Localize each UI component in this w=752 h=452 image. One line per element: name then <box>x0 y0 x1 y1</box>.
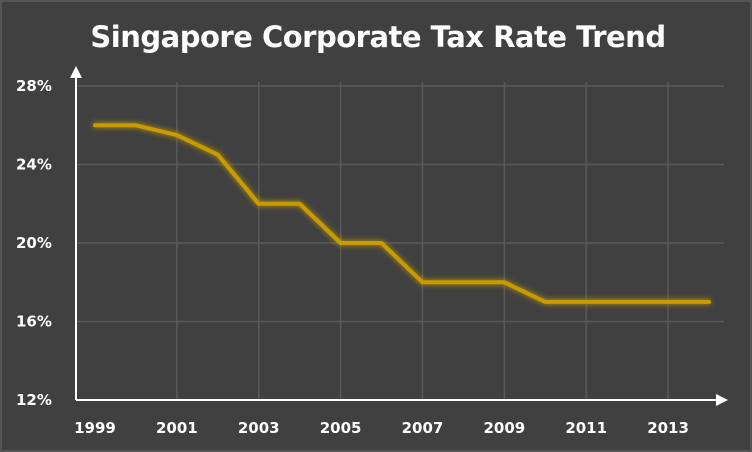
series-layer <box>93 123 711 304</box>
y-tick-label: 24% <box>16 156 52 174</box>
tick-label-layer: 12% 16% 20% 24% 28% 1999 2001 2003 2005 2007 2009 2… <box>16 77 689 437</box>
x-tick-label: 2009 <box>483 419 525 437</box>
y-tick-label: 28% <box>16 77 52 95</box>
x-tick-label: 2007 <box>402 419 444 437</box>
x-tick-label: 2013 <box>647 419 689 437</box>
y-tick-label: 12% <box>16 391 52 409</box>
chart-title: Singapore Corporate Tax Rate Trend <box>90 20 666 54</box>
x-tick-label: 2005 <box>320 419 362 437</box>
x-tick-label: 1999 <box>74 419 116 437</box>
grid-layer <box>76 82 724 400</box>
series-line-0 <box>93 123 711 304</box>
y-tick-label: 20% <box>16 234 52 252</box>
y-tick-label: 16% <box>16 313 52 331</box>
y-axis-arrow-icon <box>70 66 82 78</box>
x-axis-arrow-icon <box>716 394 728 406</box>
axis-layer <box>70 66 728 406</box>
x-tick-label: 2003 <box>238 419 280 437</box>
x-tick-label: 2001 <box>156 419 198 437</box>
x-tick-label: 2011 <box>565 419 607 437</box>
